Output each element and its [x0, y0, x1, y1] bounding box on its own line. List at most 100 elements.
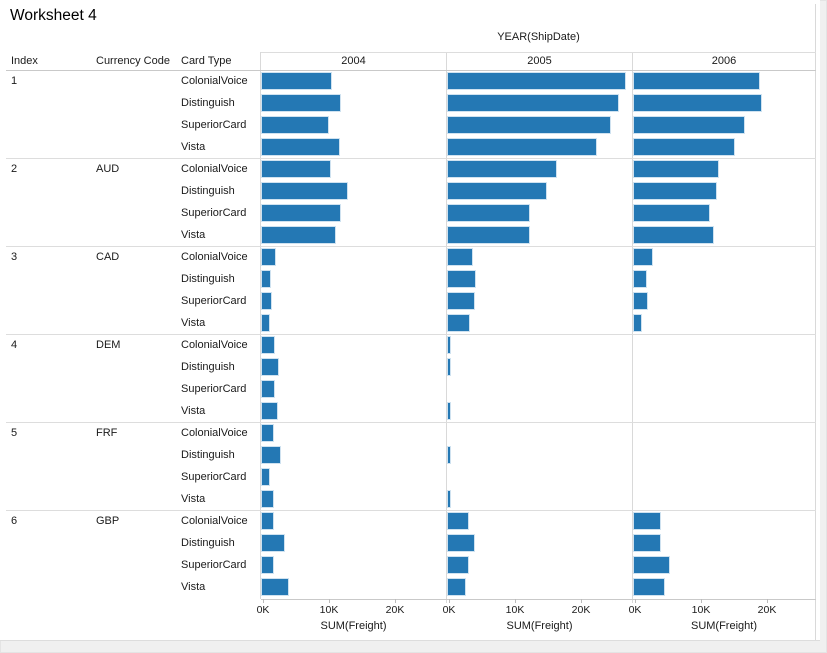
freight-bar-idx6-Distinguish-2006[interactable] — [634, 535, 660, 551]
card-type-header-value[interactable]: Distinguish — [181, 537, 235, 549]
freight-bar-idx4-Distinguish-2004[interactable] — [262, 359, 278, 375]
freight-bar-idx5-Vista-2004[interactable] — [262, 491, 274, 507]
freight-bar-idx6-Distinguish-2004[interactable] — [262, 535, 284, 551]
freight-bar-idx1-ColonialVoice-2005[interactable] — [448, 73, 625, 89]
freight-bar-idx6-SuperiorCard-2005[interactable] — [448, 557, 469, 573]
freight-bar-idx1-Distinguish-2005[interactable] — [448, 95, 619, 111]
freight-bar-idx3-Vista-2005[interactable] — [448, 315, 469, 331]
freight-bar-idx3-Vista-2006[interactable] — [634, 315, 641, 331]
freight-bar-idx5-ColonialVoice-2004[interactable] — [262, 425, 273, 441]
card-type-header-value[interactable]: Distinguish — [181, 273, 235, 285]
index-header-value[interactable]: 4 — [11, 339, 18, 351]
freight-bar-idx6-Vista-2006[interactable] — [634, 579, 664, 595]
freight-bar-idx6-SuperiorCard-2006[interactable] — [634, 557, 669, 573]
year-header-2004[interactable]: 2004 — [341, 55, 366, 67]
index-header-value[interactable]: 5 — [11, 427, 18, 439]
card-type-header-value[interactable]: ColonialVoice — [181, 75, 248, 87]
card-type-header-value[interactable]: Distinguish — [181, 361, 235, 373]
freight-bar-idx1-Vista-2005[interactable] — [448, 139, 596, 155]
freight-bar-idx2-Vista-2005[interactable] — [448, 227, 530, 243]
freight-bar-idx1-Vista-2006[interactable] — [634, 139, 735, 155]
freight-bar-idx2-Distinguish-2006[interactable] — [634, 183, 716, 199]
freight-bar-idx6-Distinguish-2005[interactable] — [448, 535, 475, 551]
card-type-header-value[interactable]: Vista — [181, 317, 206, 329]
freight-bar-idx2-Vista-2004[interactable] — [262, 227, 336, 243]
freight-bar-idx3-SuperiorCard-2004[interactable] — [262, 293, 272, 309]
freight-bar-idx6-Vista-2005[interactable] — [448, 579, 465, 595]
freight-bar-idx2-Distinguish-2005[interactable] — [448, 183, 546, 199]
freight-bar-idx3-Distinguish-2006[interactable] — [634, 271, 646, 287]
card-type-header-value[interactable]: Vista — [181, 493, 206, 505]
card-type-header-value[interactable]: SuperiorCard — [181, 383, 247, 395]
freight-bar-idx1-SuperiorCard-2004[interactable] — [262, 117, 328, 133]
axis-title[interactable]: SUM(Freight) — [506, 620, 573, 632]
column-field-label[interactable]: YEAR(ShipDate) — [497, 31, 580, 43]
freight-bar-idx4-ColonialVoice-2005[interactable] — [448, 337, 450, 353]
card-type-header-value[interactable]: Distinguish — [181, 97, 235, 109]
freight-bar-idx2-SuperiorCard-2004[interactable] — [262, 205, 340, 221]
card-type-header-value[interactable]: Vista — [181, 405, 206, 417]
freight-bar-idx4-Distinguish-2005[interactable] — [448, 359, 450, 375]
currency-code-header-value[interactable]: FRF — [96, 427, 118, 439]
card-type-header-value[interactable]: SuperiorCard — [181, 207, 247, 219]
freight-bar-idx3-ColonialVoice-2005[interactable] — [448, 249, 473, 265]
card-type-header-value[interactable]: Vista — [181, 581, 206, 593]
row-field-label-card-type[interactable]: Card Type — [181, 55, 232, 67]
currency-code-header-value[interactable]: GBP — [96, 515, 120, 527]
card-type-header-value[interactable]: SuperiorCard — [181, 559, 247, 571]
index-header-value[interactable]: 3 — [11, 251, 18, 263]
index-header-value[interactable]: 6 — [11, 515, 18, 527]
row-field-label-currency-code[interactable]: Currency Code — [96, 55, 170, 67]
freight-bar-idx3-Vista-2004[interactable] — [262, 315, 270, 331]
year-header-2006[interactable]: 2006 — [711, 55, 737, 67]
freight-bar-idx2-ColonialVoice-2006[interactable] — [634, 161, 718, 177]
freight-bar-idx1-ColonialVoice-2006[interactable] — [634, 73, 759, 89]
card-type-header-value[interactable]: Vista — [181, 229, 206, 241]
freight-bar-idx3-ColonialVoice-2004[interactable] — [262, 249, 276, 265]
freight-bar-idx2-Distinguish-2004[interactable] — [262, 183, 348, 199]
freight-bar-idx6-ColonialVoice-2006[interactable] — [634, 513, 661, 529]
card-type-header-value[interactable]: SuperiorCard — [181, 471, 247, 483]
freight-bar-idx1-SuperiorCard-2005[interactable] — [448, 117, 611, 133]
card-type-header-value[interactable]: SuperiorCard — [181, 119, 247, 131]
card-type-header-value[interactable]: Distinguish — [181, 185, 235, 197]
freight-bar-idx4-SuperiorCard-2004[interactable] — [262, 381, 274, 397]
freight-bar-idx2-SuperiorCard-2005[interactable] — [448, 205, 530, 221]
index-header-value[interactable]: 2 — [11, 163, 18, 175]
axis-title[interactable]: SUM(Freight) — [690, 620, 757, 632]
index-header-value[interactable]: 1 — [11, 75, 18, 87]
freight-bar-idx4-Vista-2005[interactable] — [448, 403, 450, 419]
card-type-header-value[interactable]: ColonialVoice — [181, 251, 248, 263]
currency-code-header-value[interactable]: CAD — [96, 251, 120, 263]
freight-bar-idx5-Distinguish-2005[interactable] — [448, 447, 450, 463]
freight-bar-idx2-ColonialVoice-2004[interactable] — [262, 161, 330, 177]
freight-bar-idx2-SuperiorCard-2006[interactable] — [634, 205, 709, 221]
row-field-label-index[interactable]: Index — [11, 55, 38, 67]
axis-title[interactable]: SUM(Freight) — [320, 620, 387, 632]
freight-bar-idx5-SuperiorCard-2004[interactable] — [262, 469, 269, 485]
freight-bar-idx1-SuperiorCard-2006[interactable] — [634, 117, 744, 133]
freight-bar-idx4-ColonialVoice-2004[interactable] — [262, 337, 274, 353]
freight-bar-idx3-Distinguish-2004[interactable] — [262, 271, 270, 287]
card-type-header-value[interactable]: ColonialVoice — [181, 339, 248, 351]
card-type-header-value[interactable]: ColonialVoice — [181, 427, 248, 439]
freight-bar-idx2-Vista-2006[interactable] — [634, 227, 714, 243]
freight-bar-idx6-ColonialVoice-2004[interactable] — [262, 513, 273, 529]
freight-bar-idx6-ColonialVoice-2005[interactable] — [448, 513, 469, 529]
card-type-header-value[interactable]: SuperiorCard — [181, 295, 247, 307]
card-type-header-value[interactable]: ColonialVoice — [181, 163, 248, 175]
freight-bar-idx1-Distinguish-2006[interactable] — [634, 95, 762, 111]
freight-bar-idx5-Distinguish-2004[interactable] — [262, 447, 280, 463]
freight-bar-idx4-Vista-2004[interactable] — [262, 403, 278, 419]
freight-bar-idx6-SuperiorCard-2004[interactable] — [262, 557, 273, 573]
card-type-header-value[interactable]: Distinguish — [181, 449, 235, 461]
card-type-header-value[interactable]: Vista — [181, 141, 206, 153]
freight-bar-idx3-Distinguish-2005[interactable] — [448, 271, 475, 287]
freight-bar-idx1-Distinguish-2004[interactable] — [262, 95, 340, 111]
card-type-header-value[interactable]: ColonialVoice — [181, 515, 248, 527]
freight-bar-idx1-Vista-2004[interactable] — [262, 139, 339, 155]
freight-bar-idx3-ColonialVoice-2006[interactable] — [634, 249, 652, 265]
freight-bar-idx1-ColonialVoice-2004[interactable] — [262, 73, 332, 89]
currency-code-header-value[interactable]: DEM — [96, 339, 121, 351]
freight-bar-idx6-Vista-2004[interactable] — [262, 579, 289, 595]
